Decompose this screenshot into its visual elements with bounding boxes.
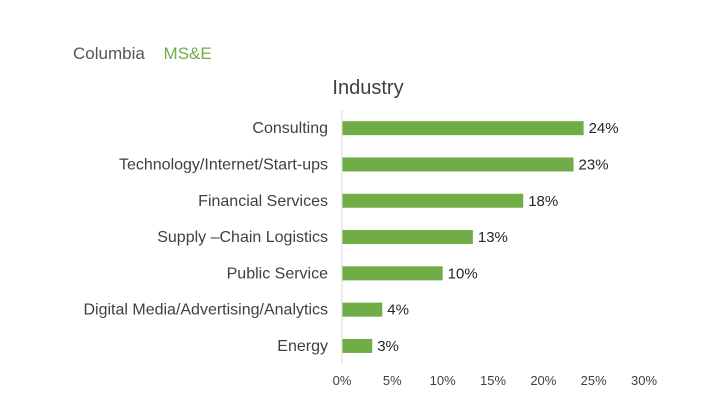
bar-0 <box>342 121 584 136</box>
value-label: 10% <box>448 265 478 282</box>
bar-3 <box>342 230 473 245</box>
chart-title: Industry <box>332 77 403 99</box>
program-name: MS&E <box>163 44 212 63</box>
x-tick-label: 30% <box>631 373 657 388</box>
category-label: Public Service <box>227 265 328 282</box>
value-labels-group: 24% 23% 18% 13% 10% 4% 3% <box>377 120 618 355</box>
value-label: 23% <box>579 156 609 173</box>
x-tick-labels-group: 0% 5% 10% 15% 20% 25% 30% <box>333 373 658 388</box>
category-label: Supply –Chain Logistics <box>157 229 328 246</box>
value-label: 13% <box>478 229 508 246</box>
value-label: 3% <box>377 338 399 355</box>
x-tick-label: 5% <box>383 373 402 388</box>
category-label: Technology/Internet/Start-ups <box>119 156 328 173</box>
category-label: Consulting <box>252 120 328 137</box>
value-label: 24% <box>589 120 619 137</box>
category-label: Energy <box>277 338 328 355</box>
x-tick-label: 15% <box>480 373 506 388</box>
value-label: 4% <box>387 302 409 319</box>
bar-5 <box>342 302 383 317</box>
x-tick-label: 25% <box>581 373 607 388</box>
category-label: Financial Services <box>198 193 328 210</box>
school-name: Columbia <box>73 44 145 63</box>
value-label: 18% <box>528 193 558 210</box>
bar-6 <box>342 338 373 353</box>
category-labels-group: Consulting Technology/Internet/Start-ups F… <box>83 120 328 355</box>
bar-4 <box>342 266 443 281</box>
bar-2 <box>342 193 524 208</box>
x-tick-label: 0% <box>333 373 352 388</box>
category-label: Digital Media/Advertising/Analytics <box>83 302 328 319</box>
x-tick-label: 10% <box>430 373 456 388</box>
x-tick-label: 20% <box>530 373 556 388</box>
bar-1 <box>342 157 574 172</box>
bars-group <box>342 121 584 353</box>
header: Columbia MS&E <box>73 44 212 64</box>
